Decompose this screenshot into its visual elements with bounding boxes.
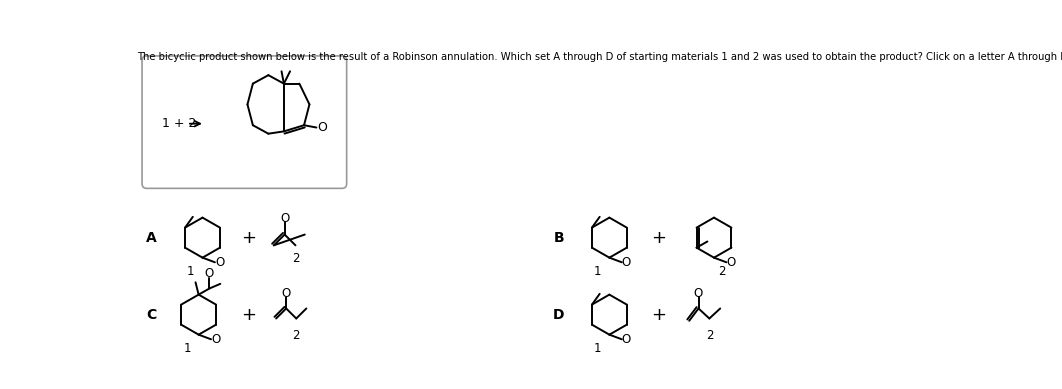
Text: O: O [316,121,327,134]
Text: 1: 1 [184,342,191,355]
Text: 1 + 2: 1 + 2 [162,117,196,130]
Text: O: O [693,287,703,300]
Text: 1: 1 [187,265,194,278]
Text: 2: 2 [706,329,714,342]
Text: O: O [621,256,631,269]
Text: O: O [205,267,215,280]
FancyBboxPatch shape [142,56,346,188]
Text: +: + [651,306,666,324]
Text: O: O [726,256,736,269]
Text: B: B [553,231,564,245]
Text: C: C [147,308,156,322]
Text: +: + [241,306,257,324]
Text: A: A [145,231,157,245]
Text: D: D [553,308,565,322]
Text: O: O [211,333,220,346]
Text: O: O [281,287,291,300]
Text: 2: 2 [718,265,725,278]
Text: O: O [621,333,631,346]
Text: O: O [215,256,224,269]
Text: 1: 1 [594,265,601,278]
Text: +: + [241,229,257,247]
Text: O: O [280,212,289,225]
Text: The bicyclic product shown below is the result of a Robinson annulation. Which s: The bicyclic product shown below is the … [137,52,1062,62]
Text: 2: 2 [292,329,299,342]
Text: 2: 2 [292,252,299,265]
Text: 1: 1 [594,342,601,355]
Text: +: + [651,229,666,247]
